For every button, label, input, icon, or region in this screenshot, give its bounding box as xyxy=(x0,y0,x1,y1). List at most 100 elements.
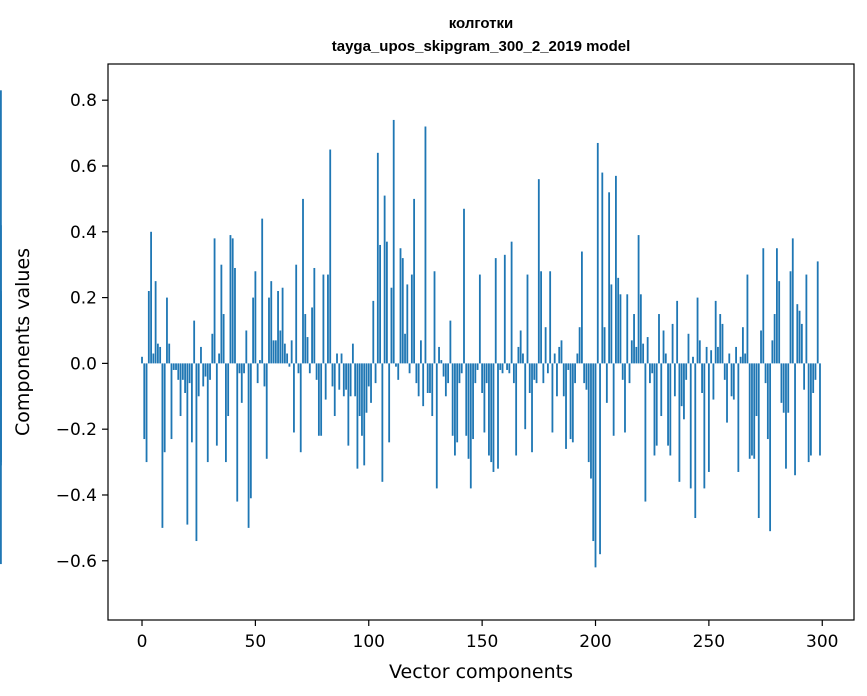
bar-233 xyxy=(669,363,672,456)
bar-27 xyxy=(202,363,205,387)
bar-239 xyxy=(683,363,685,420)
bar-185 xyxy=(560,340,563,364)
bar-232 xyxy=(667,363,669,446)
bar-102 xyxy=(372,300,375,364)
bar-277 xyxy=(769,363,772,532)
bar-53 xyxy=(261,218,264,364)
bar-18 xyxy=(181,363,184,380)
bar-6 xyxy=(154,281,157,364)
y-tick-label: 0.4 xyxy=(70,223,97,243)
bar-28 xyxy=(204,363,207,377)
x-axis-label: Vector components xyxy=(389,661,573,683)
bar-258 xyxy=(726,363,728,423)
bar-124 xyxy=(422,363,425,407)
bar-31 xyxy=(211,333,214,364)
bar-292 xyxy=(803,363,806,390)
bar-240 xyxy=(685,363,688,380)
bar-282 xyxy=(780,363,783,403)
bar-180 xyxy=(549,271,552,364)
bar-136 xyxy=(449,320,452,364)
x-tick-label: 200 xyxy=(579,632,611,652)
bar-101 xyxy=(370,363,372,403)
bar-0 xyxy=(141,356,143,364)
bar-71 xyxy=(302,198,304,364)
bar-170 xyxy=(526,274,529,364)
bar-74 xyxy=(308,363,311,374)
bar-68 xyxy=(295,264,298,364)
bar-293 xyxy=(805,274,808,364)
bar-37 xyxy=(225,363,227,463)
bar-88 xyxy=(340,353,343,364)
bar-154 xyxy=(490,363,493,463)
bar-250 xyxy=(707,363,710,472)
bar-34 xyxy=(218,353,221,364)
bars-group xyxy=(0,90,821,568)
y-tick-label: −0.2 xyxy=(56,420,97,440)
bar-146 xyxy=(472,363,474,440)
bar-106 xyxy=(381,363,384,482)
bar-125 xyxy=(424,126,427,364)
bar-237 xyxy=(678,363,681,482)
bar-1 xyxy=(143,363,146,440)
bar-288 xyxy=(794,363,796,476)
bar-160 xyxy=(503,254,506,364)
bar-207 xyxy=(610,284,613,364)
bar-194 xyxy=(581,251,583,364)
bar-64 xyxy=(286,353,289,364)
bar-104 xyxy=(376,152,379,364)
bar-61 xyxy=(279,330,282,364)
bar-262 xyxy=(735,346,737,364)
y-tick-label: 0.0 xyxy=(70,354,97,374)
bar-296 xyxy=(812,363,815,393)
bar-133 xyxy=(442,363,445,377)
bar-255 xyxy=(719,314,722,364)
bar-46 xyxy=(245,330,248,364)
bar-undefined xyxy=(0,363,2,463)
bar-5 xyxy=(152,353,155,364)
bar-66 xyxy=(290,340,293,364)
bar-141 xyxy=(460,363,463,374)
bar-279 xyxy=(773,314,776,364)
bar-182 xyxy=(553,353,556,364)
bar-200 xyxy=(594,363,597,568)
bar-52 xyxy=(259,360,261,364)
bar-139 xyxy=(456,363,459,443)
bar-135 xyxy=(447,363,450,384)
bar-193 xyxy=(578,327,581,364)
bar-195 xyxy=(583,363,586,384)
bar-93 xyxy=(351,343,354,364)
bar-116 xyxy=(404,333,406,364)
bar-297 xyxy=(814,363,817,380)
bar-274 xyxy=(762,248,765,364)
bar-299 xyxy=(819,363,821,456)
bar-80 xyxy=(322,274,325,364)
y-axis-ticks: −0.6 −0.4 −0.2 0.0 0.2 0.4 0.6 0.8 xyxy=(56,91,108,572)
bar-174 xyxy=(535,363,538,384)
bar-260 xyxy=(730,363,733,397)
bar-83 xyxy=(329,149,332,364)
bar-243 xyxy=(692,356,694,364)
bar-223 xyxy=(646,337,649,364)
bar-85 xyxy=(333,363,336,417)
bar-91 xyxy=(347,363,350,446)
bar-151 xyxy=(483,363,486,433)
bar-149 xyxy=(478,274,481,364)
bar-175 xyxy=(537,179,540,364)
bar-79 xyxy=(320,363,323,436)
bar-23 xyxy=(193,320,196,364)
bar-115 xyxy=(401,258,404,364)
bar-221 xyxy=(642,343,645,364)
bar-57 xyxy=(270,281,273,364)
bar-211 xyxy=(619,294,622,364)
bar-undefined xyxy=(0,225,2,364)
bar-156 xyxy=(494,258,497,364)
bar-168 xyxy=(522,353,524,364)
bar-257 xyxy=(723,363,726,380)
bar-295 xyxy=(810,363,812,456)
y-axis-label: Components values xyxy=(12,248,34,436)
chart-title: колготки xyxy=(449,15,514,32)
bar-9 xyxy=(161,363,164,528)
bar-114 xyxy=(399,248,402,364)
bar-204 xyxy=(603,327,606,364)
